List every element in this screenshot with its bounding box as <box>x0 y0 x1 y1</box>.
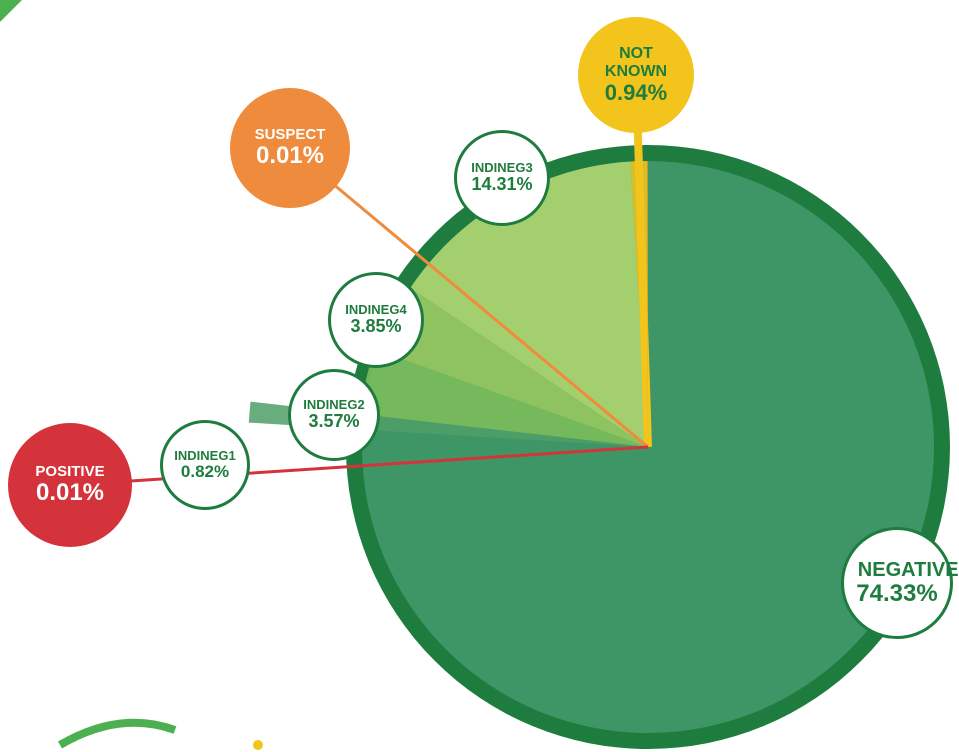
value-label: 0.01% <box>255 142 325 170</box>
value-label: 3.57% <box>308 411 360 432</box>
callout: SUSPECT 0.01% <box>230 88 350 208</box>
category-label: INDINEG1 <box>174 447 236 463</box>
category-label: SUSPECT <box>254 125 326 143</box>
callout: INDINEG3 14.31% <box>454 130 550 226</box>
value-label: 14.31% <box>471 174 533 195</box>
pie-slice <box>378 287 648 447</box>
category-label: INDINEG3 <box>471 159 533 175</box>
callout: INDINEG1 0.82% <box>160 420 250 510</box>
pie-slice <box>410 161 648 447</box>
value-label: 3.85% <box>350 316 402 337</box>
category-label: POSITIVE <box>35 462 105 480</box>
callout: NEGATIVE 74.33% <box>841 527 959 639</box>
callout: NOT KNOWN 0.94% <box>578 17 694 133</box>
callout: INDINEG2 3.57% <box>288 369 380 461</box>
value-label: 74.33% <box>856 579 938 607</box>
callout-line <box>289 146 649 449</box>
callout-line <box>632 74 652 448</box>
corner-decoration <box>0 0 22 22</box>
pie-slice <box>359 349 648 447</box>
logo <box>57 718 177 749</box>
value-label: 0.94% <box>604 79 668 105</box>
category-label: NOT KNOWN <box>604 45 668 80</box>
category-label: INDINEG2 <box>303 396 365 412</box>
callout: POSITIVE 0.01% <box>8 423 132 547</box>
value-label: 0.82% <box>180 461 230 481</box>
logo-dot <box>253 740 263 750</box>
value-label: 0.01% <box>35 479 105 507</box>
category-label: NEGATIVE <box>857 558 959 581</box>
category-label: INDINEG4 <box>345 301 407 317</box>
callout: INDINEG4 3.85% <box>328 272 424 368</box>
